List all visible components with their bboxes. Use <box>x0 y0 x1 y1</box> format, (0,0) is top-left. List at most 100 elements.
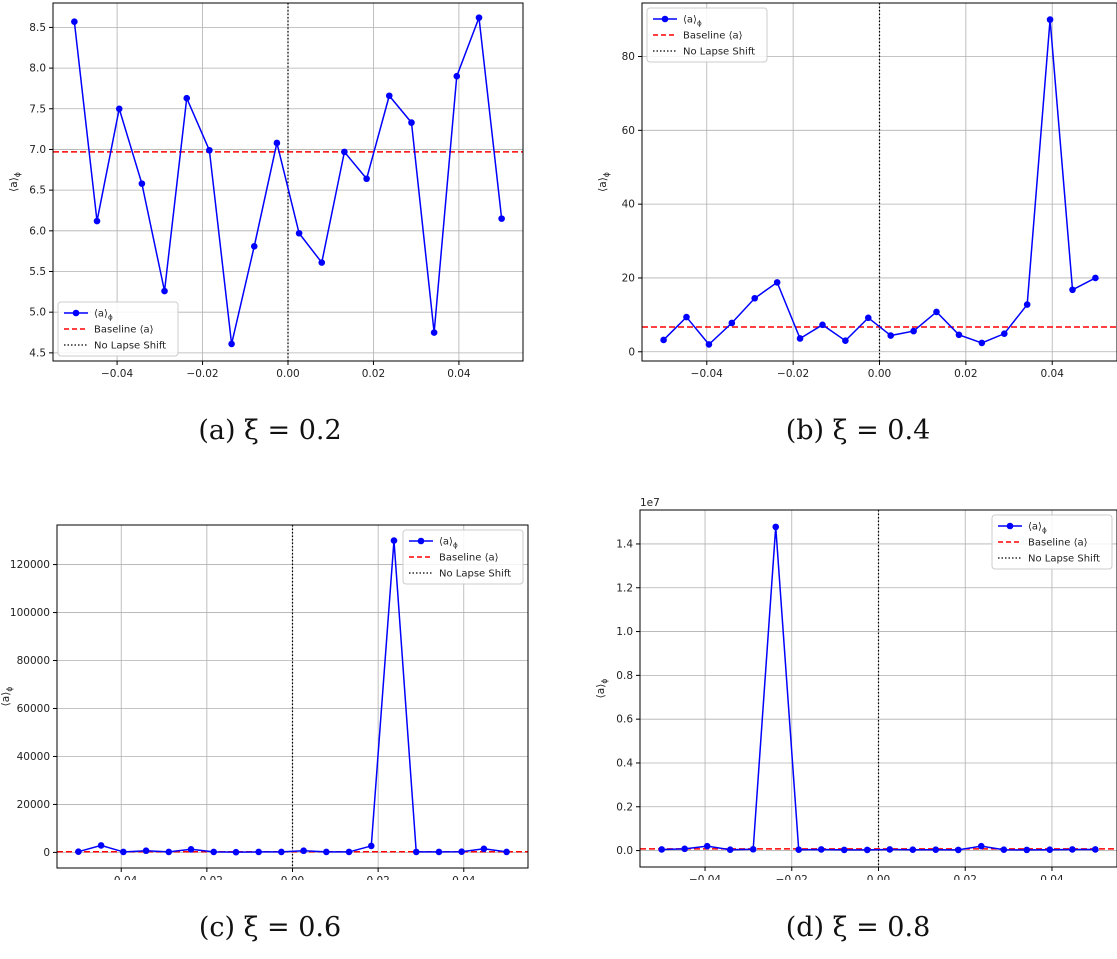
data-point <box>817 846 825 853</box>
legend-box <box>402 529 524 585</box>
data-point <box>842 337 849 345</box>
data-point <box>503 848 510 856</box>
x-tick-label: 0.04 <box>452 875 476 880</box>
legend-baseline-label: Baseline ⟨a⟩ <box>683 31 743 42</box>
chart-c-svg: −0.04 −0.02 0.00 0.02 0.04 0 20000 40000 60000 80… <box>0 524 529 880</box>
data-point <box>458 848 465 855</box>
caption-b: (b) ξ = 0.4 <box>785 415 931 446</box>
data-point <box>273 139 281 147</box>
data-point <box>683 313 690 321</box>
y-tick-label: 40000 <box>17 751 50 763</box>
legend-series-label: ⟨a⟩ϕ <box>1028 522 1047 535</box>
legend-baseline-label: Baseline ⟨a⟩ <box>1028 538 1088 549</box>
x-tick-label: 0.00 <box>868 368 891 380</box>
caption-d: (d) ξ = 0.8 <box>785 912 931 943</box>
data-point <box>300 847 307 855</box>
data-point <box>955 331 963 339</box>
data-point <box>932 846 940 853</box>
y-tick-label: 60 <box>622 125 635 137</box>
x-tick-label: 0.04 <box>447 368 471 380</box>
series-line <box>663 19 1096 346</box>
chart-a-svg: −0.04 −0.02 0.00 0.02 0.04 4.5 5.0 5.5 6.0 6.5 7.0… <box>8 2 524 380</box>
data-point <box>187 845 195 853</box>
y-tick-label: 0.0 <box>616 845 633 857</box>
series-line <box>661 526 1096 851</box>
data-point <box>978 339 986 347</box>
x-tick-label: 0.02 <box>362 368 385 380</box>
data-point <box>363 175 370 183</box>
data-point <box>75 848 82 855</box>
legend-box <box>57 301 179 357</box>
chart-d-svg: −0.04 −0.02 0.00 0.02 0.04 0.0 0.2 0.4 0.6 0.8 1.0… <box>595 497 1117 880</box>
data-point <box>165 848 173 856</box>
data-point <box>206 146 213 154</box>
data-point <box>909 846 917 853</box>
y-axis-label: ⟨a⟩ϕ <box>597 172 611 192</box>
legend-series-marker <box>1006 522 1014 530</box>
x-tick-label: −0.02 <box>777 368 809 380</box>
data-point <box>728 319 736 327</box>
data-point <box>1023 301 1031 308</box>
y-tick-label: 7.0 <box>29 144 46 156</box>
y-tick-label: 7.5 <box>29 103 46 115</box>
x-tick-label: 0.00 <box>276 368 299 380</box>
legend-series-label: ⟨a⟩ϕ <box>94 309 113 322</box>
legend-series-marker <box>417 537 425 545</box>
data-point <box>138 180 146 187</box>
data-point <box>1092 274 1099 282</box>
y-tick-label: 1.0 <box>616 626 633 638</box>
data-point <box>864 314 872 322</box>
x-tick-label: −0.04 <box>105 875 137 880</box>
chart-b-svg: −0.04−0.020.000.020.04020406080δN⟨a⟩ϕ⟨a⟩… <box>597 2 1117 380</box>
legend-vline-label: No Lapse Shift <box>1028 554 1100 565</box>
data-point <box>658 846 665 853</box>
x-tick-label: 0.02 <box>366 875 389 880</box>
y-axis-label: ⟨a⟩ϕ <box>0 687 14 707</box>
data-point <box>887 332 895 339</box>
y-tick-label: 0.8 <box>616 670 633 682</box>
caption-a: (a) ξ = 0.2 <box>198 415 342 446</box>
data-point <box>367 842 375 850</box>
x-tick-label: −0.04 <box>691 368 723 380</box>
x-tick-label: 0.00 <box>281 875 304 880</box>
data-point <box>345 848 353 856</box>
x-tick-label: −0.02 <box>776 874 808 880</box>
data-point <box>232 848 240 856</box>
data-point <box>954 846 962 854</box>
data-point <box>773 279 781 286</box>
data-point <box>115 105 123 113</box>
data-point <box>435 848 443 856</box>
y-tick-label: 8.0 <box>29 63 46 75</box>
data-point <box>228 340 235 348</box>
data-point <box>161 287 168 295</box>
chart-panel-b: −0.04−0.020.000.020.04020406080δN⟨a⟩ϕ⟨a⟩… <box>580 0 1117 380</box>
data-point <box>498 215 505 222</box>
y-axis-label: ⟨a⟩ϕ <box>8 172 22 192</box>
data-point <box>660 336 667 344</box>
data-point <box>1046 16 1054 23</box>
data-point <box>703 842 711 850</box>
y-tick-label: 0.4 <box>616 757 633 769</box>
legend-series-marker <box>72 309 80 317</box>
data-point <box>250 242 258 250</box>
y-tick-label: 80 <box>622 51 635 63</box>
data-point <box>93 217 101 225</box>
data-point <box>1023 846 1031 854</box>
data-point <box>142 847 150 855</box>
x-tick-label: −0.04 <box>689 874 721 880</box>
y-tick-label: 4.5 <box>29 347 46 359</box>
y-tick-label: 6.5 <box>29 185 46 197</box>
x-tick-label: 0.00 <box>867 874 890 880</box>
y-tick-label: 80000 <box>17 655 50 667</box>
data-point <box>480 845 488 853</box>
data-point <box>412 848 420 856</box>
y-tick-label: 40 <box>622 199 635 211</box>
data-point <box>863 846 871 854</box>
y-tick-label: 120000 <box>10 559 50 571</box>
data-point <box>255 848 262 856</box>
data-point <box>886 846 894 853</box>
y-tick-label: 1.2 <box>616 582 633 594</box>
data-point <box>1069 846 1076 853</box>
chart-panel-d: −0.04 −0.02 0.00 0.02 0.04 0.0 0.2 0.4 0.6 0.8 1.0… <box>580 495 1117 880</box>
chart-panel-c: −0.04 −0.02 0.00 0.02 0.04 0 20000 40000 60000 80… <box>0 515 540 880</box>
